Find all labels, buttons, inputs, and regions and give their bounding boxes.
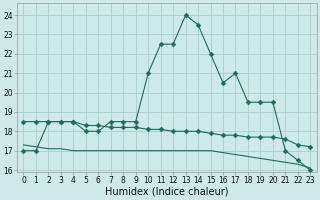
X-axis label: Humidex (Indice chaleur): Humidex (Indice chaleur) [105,187,229,197]
